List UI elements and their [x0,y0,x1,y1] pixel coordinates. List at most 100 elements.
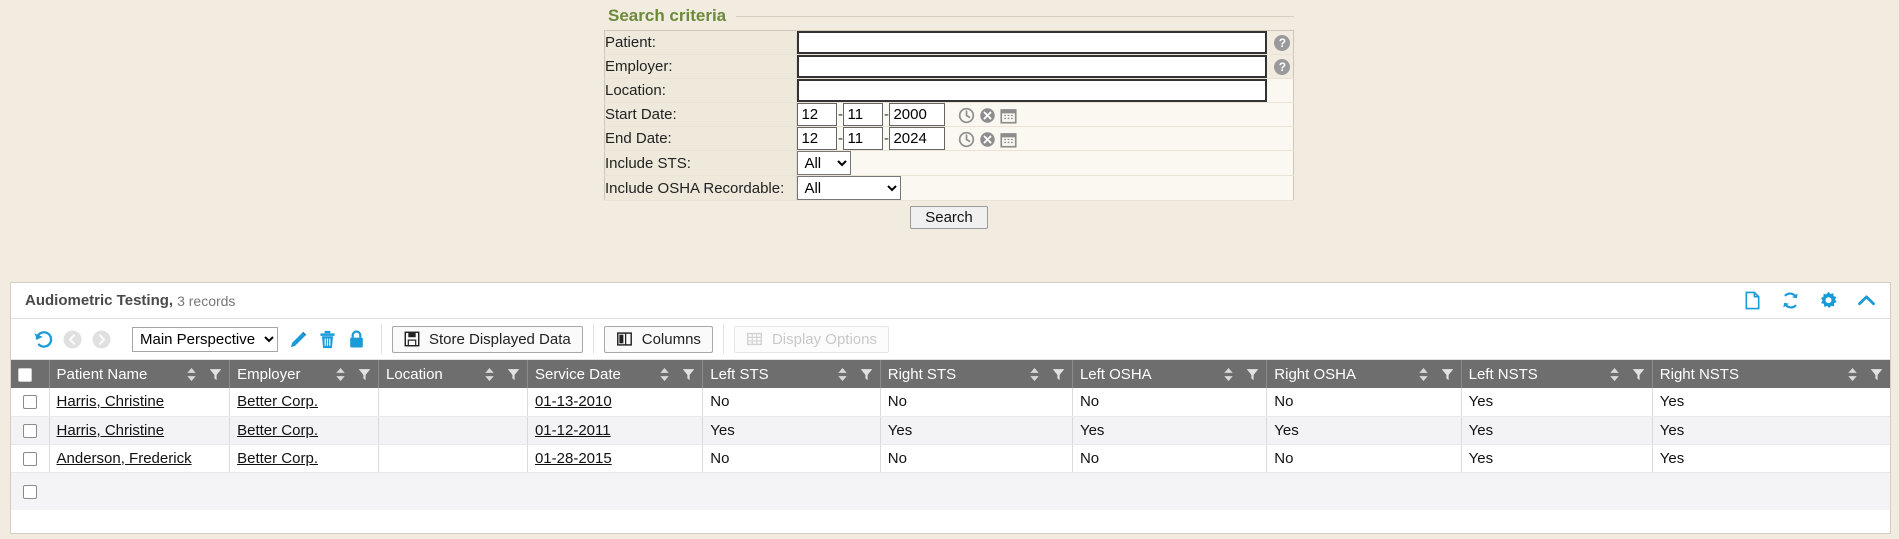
filter-icon[interactable] [1441,367,1454,382]
sort-icon[interactable] [1608,367,1621,382]
page-title: Audiometric Testing, [25,292,174,309]
trash-icon[interactable] [317,329,338,350]
include-osha-select[interactable]: All [797,176,902,200]
cell-right-nsts: Yes [1652,416,1890,445]
service-date-link[interactable]: 01-28-2015 [534,449,612,467]
cell-right-osha: No [1266,444,1462,473]
service-date-link[interactable]: 01-13-2010 [534,393,612,411]
employer-link[interactable]: Better Corp. [237,421,318,439]
record-count: 3 records [177,292,236,309]
end-date-day-input[interactable] [843,127,884,150]
table-row[interactable]: Harris, Christine Better Corp. 01-12-201… [11,416,1890,445]
patient-name-link[interactable]: Harris, Christine [56,393,165,411]
new-row[interactable] [11,472,1890,510]
column-header-left-nsts[interactable]: Left NSTS [1461,360,1653,388]
new-document-icon[interactable] [1743,291,1762,310]
sort-icon[interactable] [1222,367,1235,382]
table-row[interactable]: Anderson, Frederick Better Corp. 01-28-2… [11,444,1890,473]
patient-name-link[interactable]: Anderson, Frederick [56,449,192,467]
employer-link[interactable]: Better Corp. [237,393,318,411]
clear-date-icon[interactable] [979,107,996,124]
location-field-cell [796,78,1294,103]
column-header-right-nsts[interactable]: Right NSTS [1652,360,1890,388]
start-date-month-input[interactable] [797,103,838,126]
sort-icon[interactable] [836,367,849,382]
criteria-row-include-sts: Include STS: All [604,150,1294,176]
cell-location [378,444,528,473]
location-input[interactable] [797,79,1268,102]
end-date-year-input[interactable] [889,127,946,150]
row-checkbox[interactable] [22,451,37,466]
calendar-icon[interactable] [1000,107,1017,124]
refresh-icon[interactable] [1781,291,1800,310]
perspective-select[interactable]: Main Perspective [132,326,278,352]
table-row[interactable]: Harris, Christine Better Corp. 01-13-201… [11,388,1890,417]
include-sts-select[interactable]: All [797,151,852,175]
employer-field-cell [796,54,1268,79]
filter-icon[interactable] [860,367,873,382]
cell-left-sts: No [702,388,881,417]
column-header-right-osha[interactable]: Right OSHA [1266,360,1462,388]
display-options-label: Display Options [771,330,877,348]
cell-right-sts: No [880,388,1073,417]
start-date-icons [958,107,1017,124]
search-button[interactable]: Search [910,206,988,229]
column-header-employer[interactable]: Employer [229,360,380,388]
chevron-up-icon[interactable] [1857,291,1876,310]
select-all-checkbox[interactable] [18,367,32,382]
filter-icon[interactable] [1632,367,1645,382]
column-header-service-date[interactable]: Service Date [527,360,704,388]
filter-icon[interactable] [1870,367,1883,382]
column-header-patient-name[interactable]: Patient Name [49,360,231,388]
column-label: Right STS [887,365,957,383]
filter-icon[interactable] [358,367,371,382]
columns-button[interactable]: Columns [603,325,713,353]
sort-icon[interactable] [483,367,496,382]
row-checkbox[interactable] [22,423,37,438]
column-header-location[interactable]: Location [378,360,528,388]
service-date-link[interactable]: 01-12-2011 [534,421,611,439]
sort-icon[interactable] [1028,367,1041,382]
date-separator: - [883,106,889,123]
start-date-year-input[interactable] [889,103,946,126]
end-date-month-input[interactable] [797,127,838,150]
columns-label: Columns [641,330,701,348]
sort-icon[interactable] [658,367,671,382]
gear-icon[interactable] [1819,291,1838,310]
patient-name-link[interactable]: Harris, Christine [56,421,165,439]
filter-icon[interactable] [209,367,222,382]
column-header-right-sts[interactable]: Right STS [880,360,1073,388]
clock-icon[interactable] [958,107,975,124]
end-date-label: End Date: [604,126,798,151]
row-checkbox[interactable] [22,395,37,410]
clock-icon[interactable] [958,131,975,148]
undo-icon[interactable] [33,329,54,350]
lock-icon[interactable] [346,329,367,350]
filter-icon[interactable] [1246,367,1259,382]
help-icon[interactable]: ? [1274,59,1291,76]
sort-icon[interactable] [185,367,198,382]
end-date-icons [958,131,1017,148]
sort-icon[interactable] [1846,367,1859,382]
pencil-icon[interactable] [288,329,309,350]
help-icon[interactable]: ? [1274,35,1291,52]
store-displayed-data-button[interactable]: Store Displayed Data [392,325,583,353]
employer-link[interactable]: Better Corp. [237,449,318,467]
column-header-left-sts[interactable]: Left STS [702,360,881,388]
start-date-day-input[interactable] [843,103,884,126]
calendar-icon[interactable] [1000,131,1017,148]
sort-icon[interactable] [1417,367,1430,382]
filter-icon[interactable] [682,367,695,382]
new-row-checkbox[interactable] [23,484,37,499]
panel-header-icons [1743,291,1876,310]
column-header-left-osha[interactable]: Left OSHA [1072,360,1268,388]
clear-date-icon[interactable] [979,131,996,148]
cell-right-osha: No [1266,388,1462,417]
patient-input[interactable] [797,31,1268,54]
employer-input[interactable] [797,55,1268,78]
new-row-filler [49,472,1890,510]
sort-icon[interactable] [334,367,347,382]
filter-icon[interactable] [1052,367,1065,382]
criteria-row-employer: Employer: ? [604,54,1294,79]
filter-icon[interactable] [507,367,520,382]
